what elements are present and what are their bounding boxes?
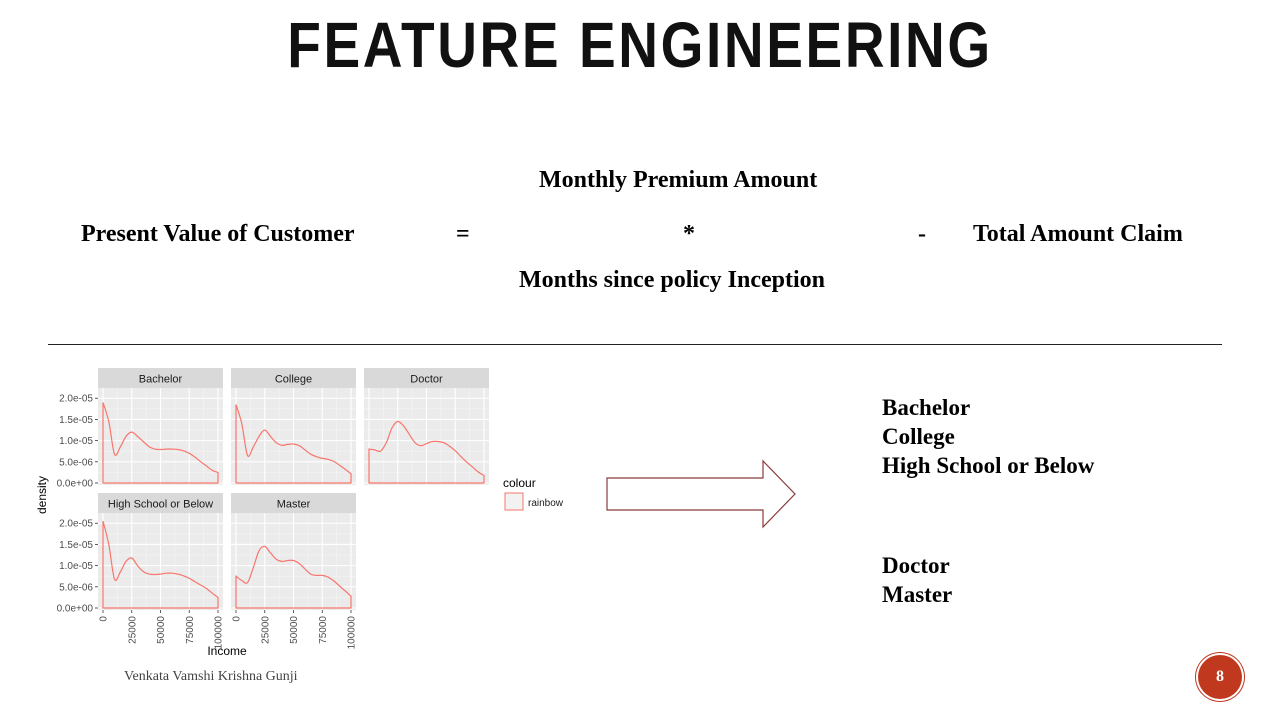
legend-entry: rainbow — [528, 498, 564, 509]
formula-equals: = — [456, 221, 470, 247]
x-tick-label: 75000 — [318, 616, 329, 644]
formula-rhs: Total Amount Claim — [973, 221, 1183, 247]
facet-strip — [98, 493, 223, 513]
legend-title: colour — [503, 476, 536, 490]
divider-line — [48, 344, 1222, 345]
x-tick-label: 25000 — [127, 616, 138, 644]
x-tick-label: 0 — [232, 616, 243, 622]
density-line-master — [235, 545, 352, 609]
x-tick-label: 100000 — [347, 616, 358, 650]
page-number-badge: 8 — [1198, 655, 1242, 699]
group-a-item: High School or Below — [882, 453, 1095, 478]
x-tick-label: 50000 — [156, 616, 167, 644]
y-tick-label: 2.0e-05 — [59, 519, 93, 530]
formula-multiply: * — [683, 221, 695, 247]
facet-label: Doctor — [410, 374, 443, 386]
y-tick-label: 2.0e-05 — [59, 394, 93, 405]
x-tick-label: 75000 — [185, 616, 196, 644]
group-a-list: Bachelor College High School or Below — [882, 393, 1094, 480]
group-b-item: Master — [882, 582, 953, 607]
income-density-chart: Bachelor 0.0e+00 5.0e-06 1.0e-05 1.5e-05 2.0e… — [35, 368, 564, 658]
group-b-list: Doctor Master — [882, 551, 952, 609]
x-tick-label: 50000 — [289, 616, 300, 644]
arrow-right-icon — [606, 459, 796, 529]
facet-strip — [231, 493, 356, 513]
formula-numerator: Monthly Premium Amount — [539, 167, 818, 193]
group-a-item: Bachelor — [882, 395, 971, 420]
facet-label: Master — [277, 499, 311, 511]
slide-title: FEATURE ENGINEERING — [287, 9, 993, 81]
density-line-doctor — [368, 420, 485, 484]
x-tick-label: 100000 — [214, 616, 225, 650]
author-credit: Venkata Vamshi Krishna Gunji — [124, 669, 298, 684]
facet-label: Bachelor — [139, 374, 183, 386]
y-tick-label: 1.5e-05 — [59, 415, 93, 426]
y-tick-label: 1.0e-05 — [59, 561, 93, 572]
facet-strip — [98, 368, 223, 388]
y-axis-title: density — [35, 476, 49, 514]
group-a-item: College — [882, 424, 955, 449]
legend-key — [504, 492, 524, 511]
y-tick-label: 5.0e-06 — [59, 582, 93, 593]
x-tick-label: 25000 — [260, 616, 271, 644]
formula-denominator: Months since policy Inception — [519, 267, 826, 293]
y-tick-label: 5.0e-06 — [59, 457, 93, 468]
y-tick-label: 1.0e-05 — [59, 436, 93, 447]
x-tick-label: 0 — [99, 616, 110, 622]
x-axis-title: Income — [207, 644, 247, 658]
facet-label: High School or Below — [108, 499, 213, 511]
group-b-item: Doctor — [882, 553, 950, 578]
density-line-bachelor — [102, 402, 219, 484]
formula-minus: - — [918, 221, 926, 247]
y-tick-label: 0.0e+00 — [57, 604, 94, 615]
y-tick-label: 0.0e+00 — [57, 479, 94, 490]
density-line-high-school-or-below — [102, 520, 219, 609]
formula-lhs: Present Value of Customer — [81, 221, 355, 247]
facet-strip — [231, 368, 356, 388]
facet-label: College — [275, 374, 312, 386]
facet-strip — [364, 368, 489, 388]
y-tick-label: 1.5e-05 — [59, 540, 93, 551]
density-line-college — [235, 404, 352, 484]
